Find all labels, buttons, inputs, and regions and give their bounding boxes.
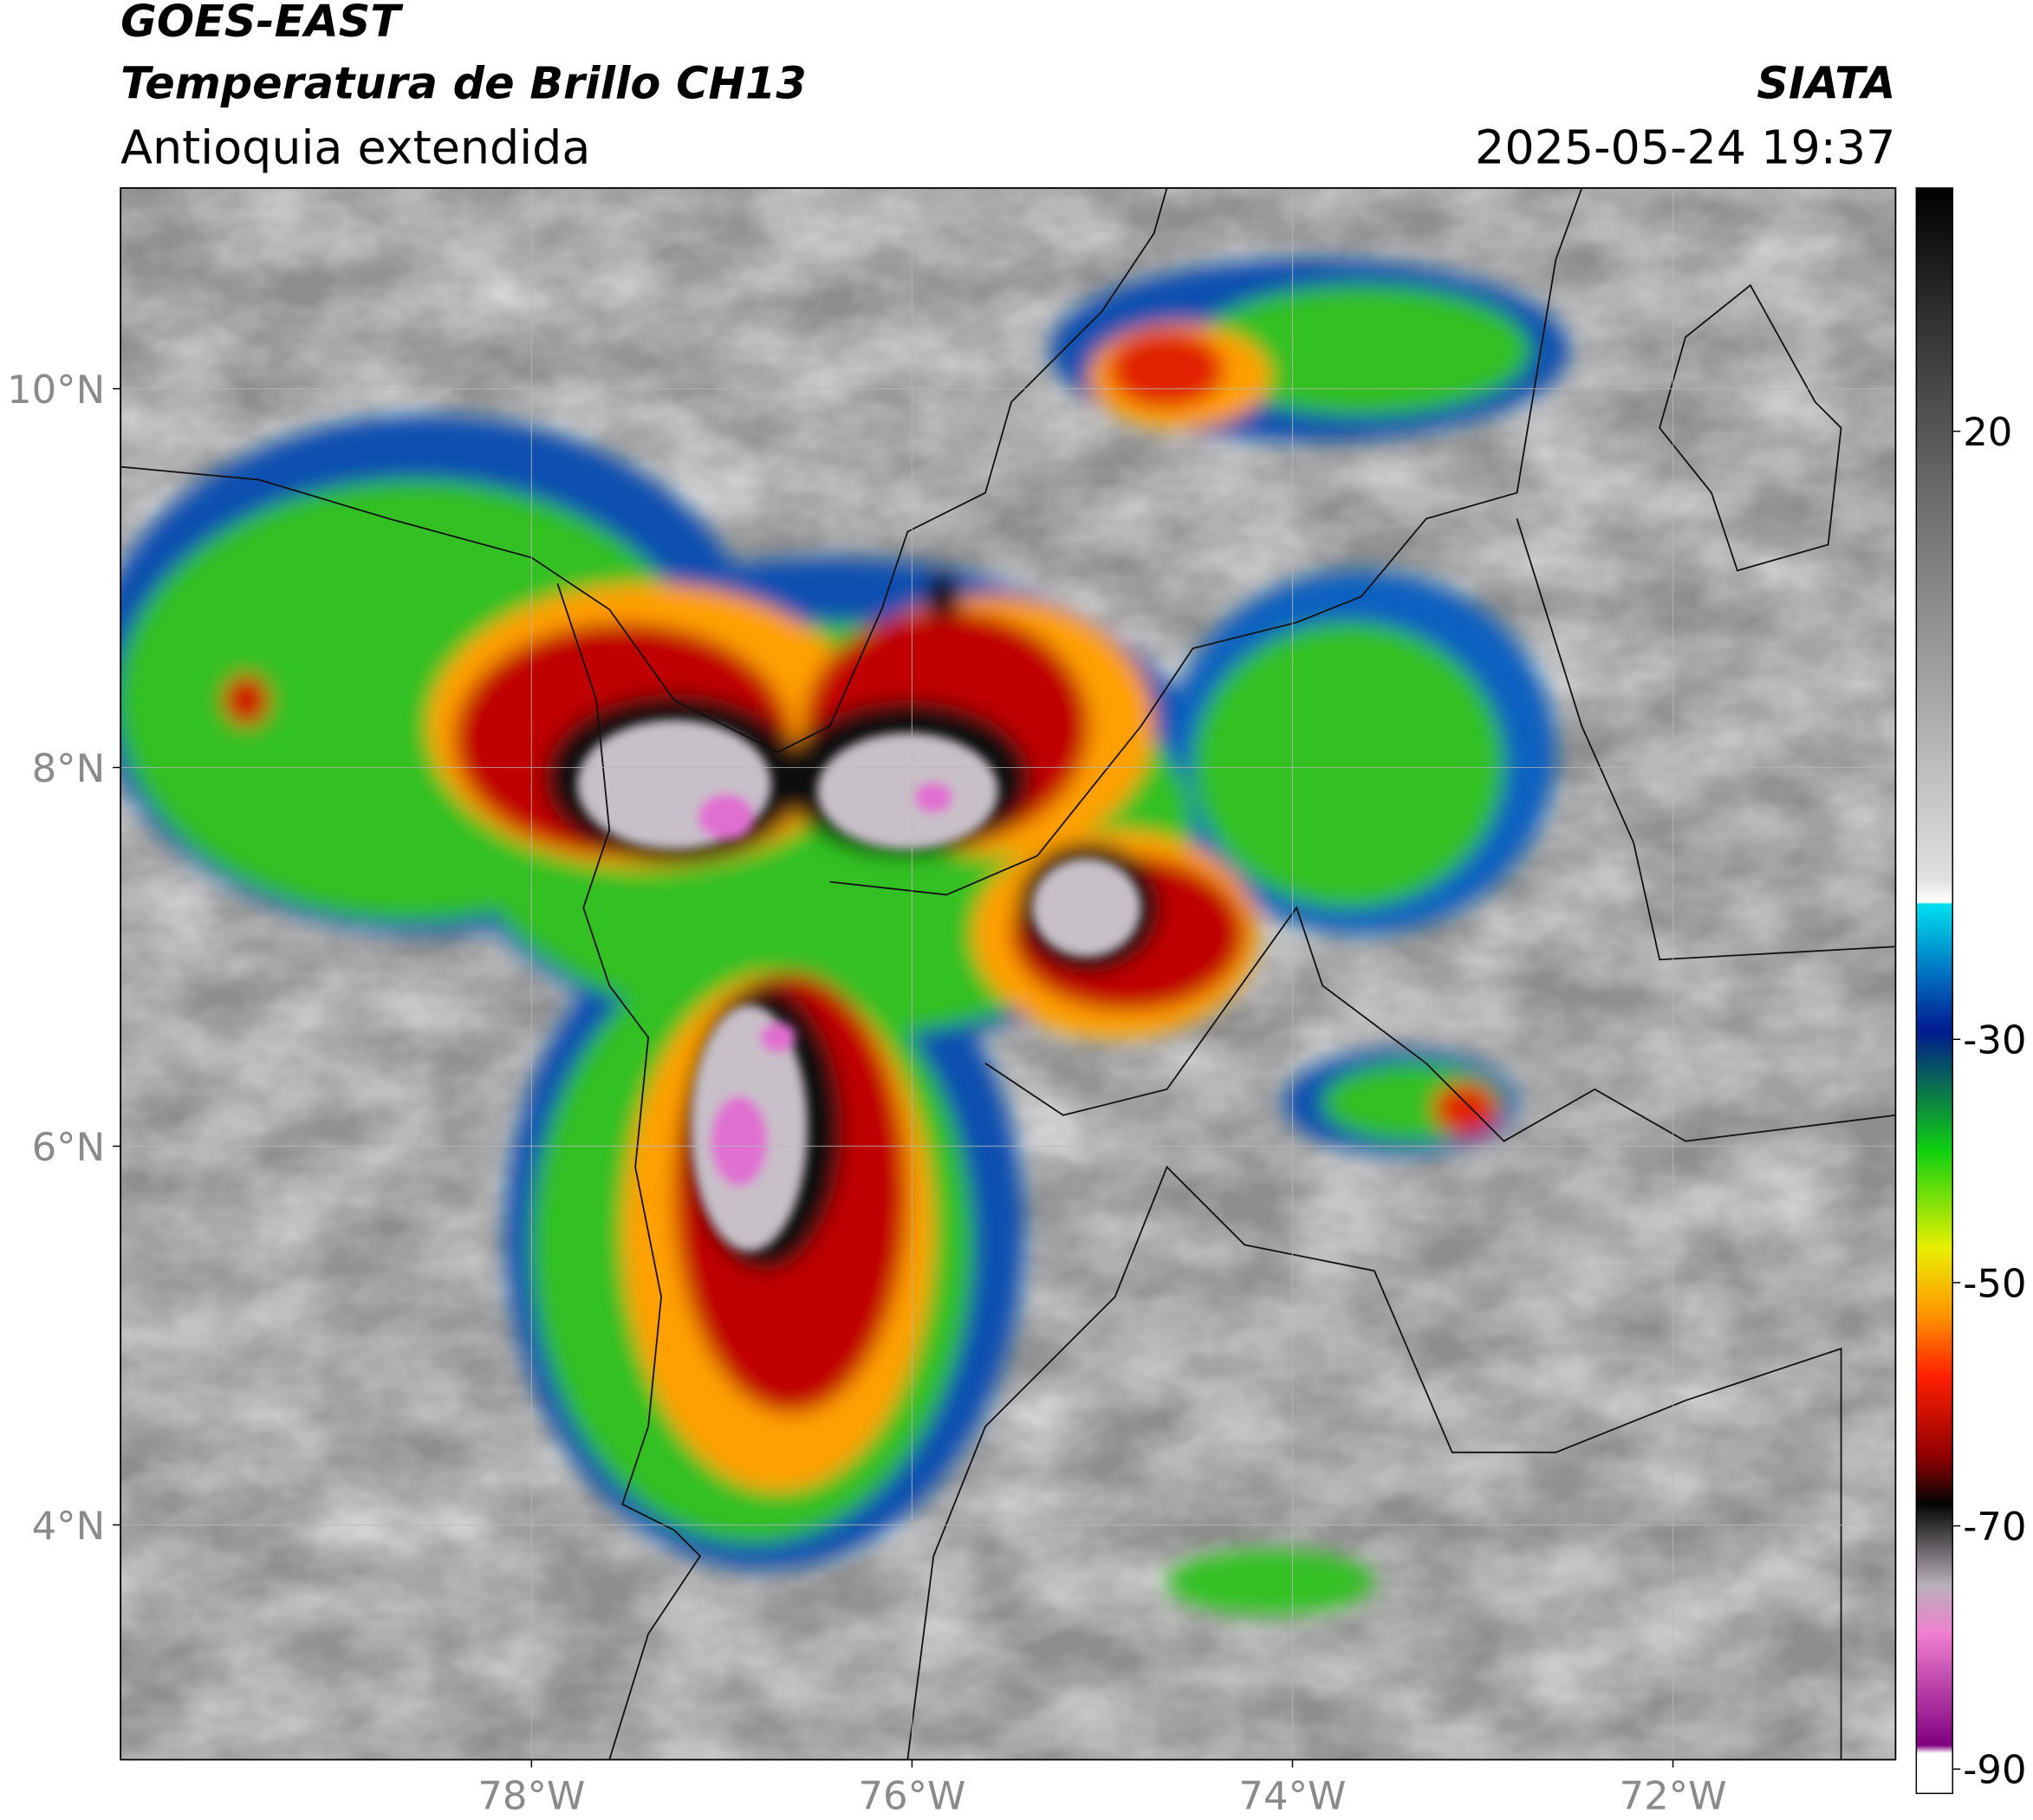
y-tick-label: 10°N [7,367,105,413]
colorbar-tick-label: -50 [1963,1260,2026,1306]
y-tick-label: 8°N [32,745,106,791]
satellite-image [120,187,1896,1760]
x-tick-label: 74°W [1239,1772,1347,1818]
x-tick-label: 72°W [1620,1772,1727,1818]
source: SIATA [1757,58,1895,109]
gridlines [120,187,1896,1760]
title: GOES-EAST [120,0,404,47]
x-tick-label: 76°W [858,1772,965,1818]
subtitle: Temperatura de Brillo CH13 [120,58,807,109]
map-frame [120,187,1897,1761]
region: Antioquia extendida [120,120,590,175]
colorbar-tick-label: -90 [1963,1747,2026,1793]
colorbar-tick-label: -70 [1963,1504,2026,1550]
colorbar [1915,187,1953,1795]
colorbar-tick-label: -30 [1963,1017,2026,1063]
datetime: 2025-05-24 19:37 [1475,120,1895,175]
y-tick-label: 4°N [32,1503,106,1549]
x-tick-label: 78°W [477,1772,585,1818]
colorbar-tick-label: 20 [1963,409,2012,455]
y-tick-label: 6°N [32,1124,106,1170]
